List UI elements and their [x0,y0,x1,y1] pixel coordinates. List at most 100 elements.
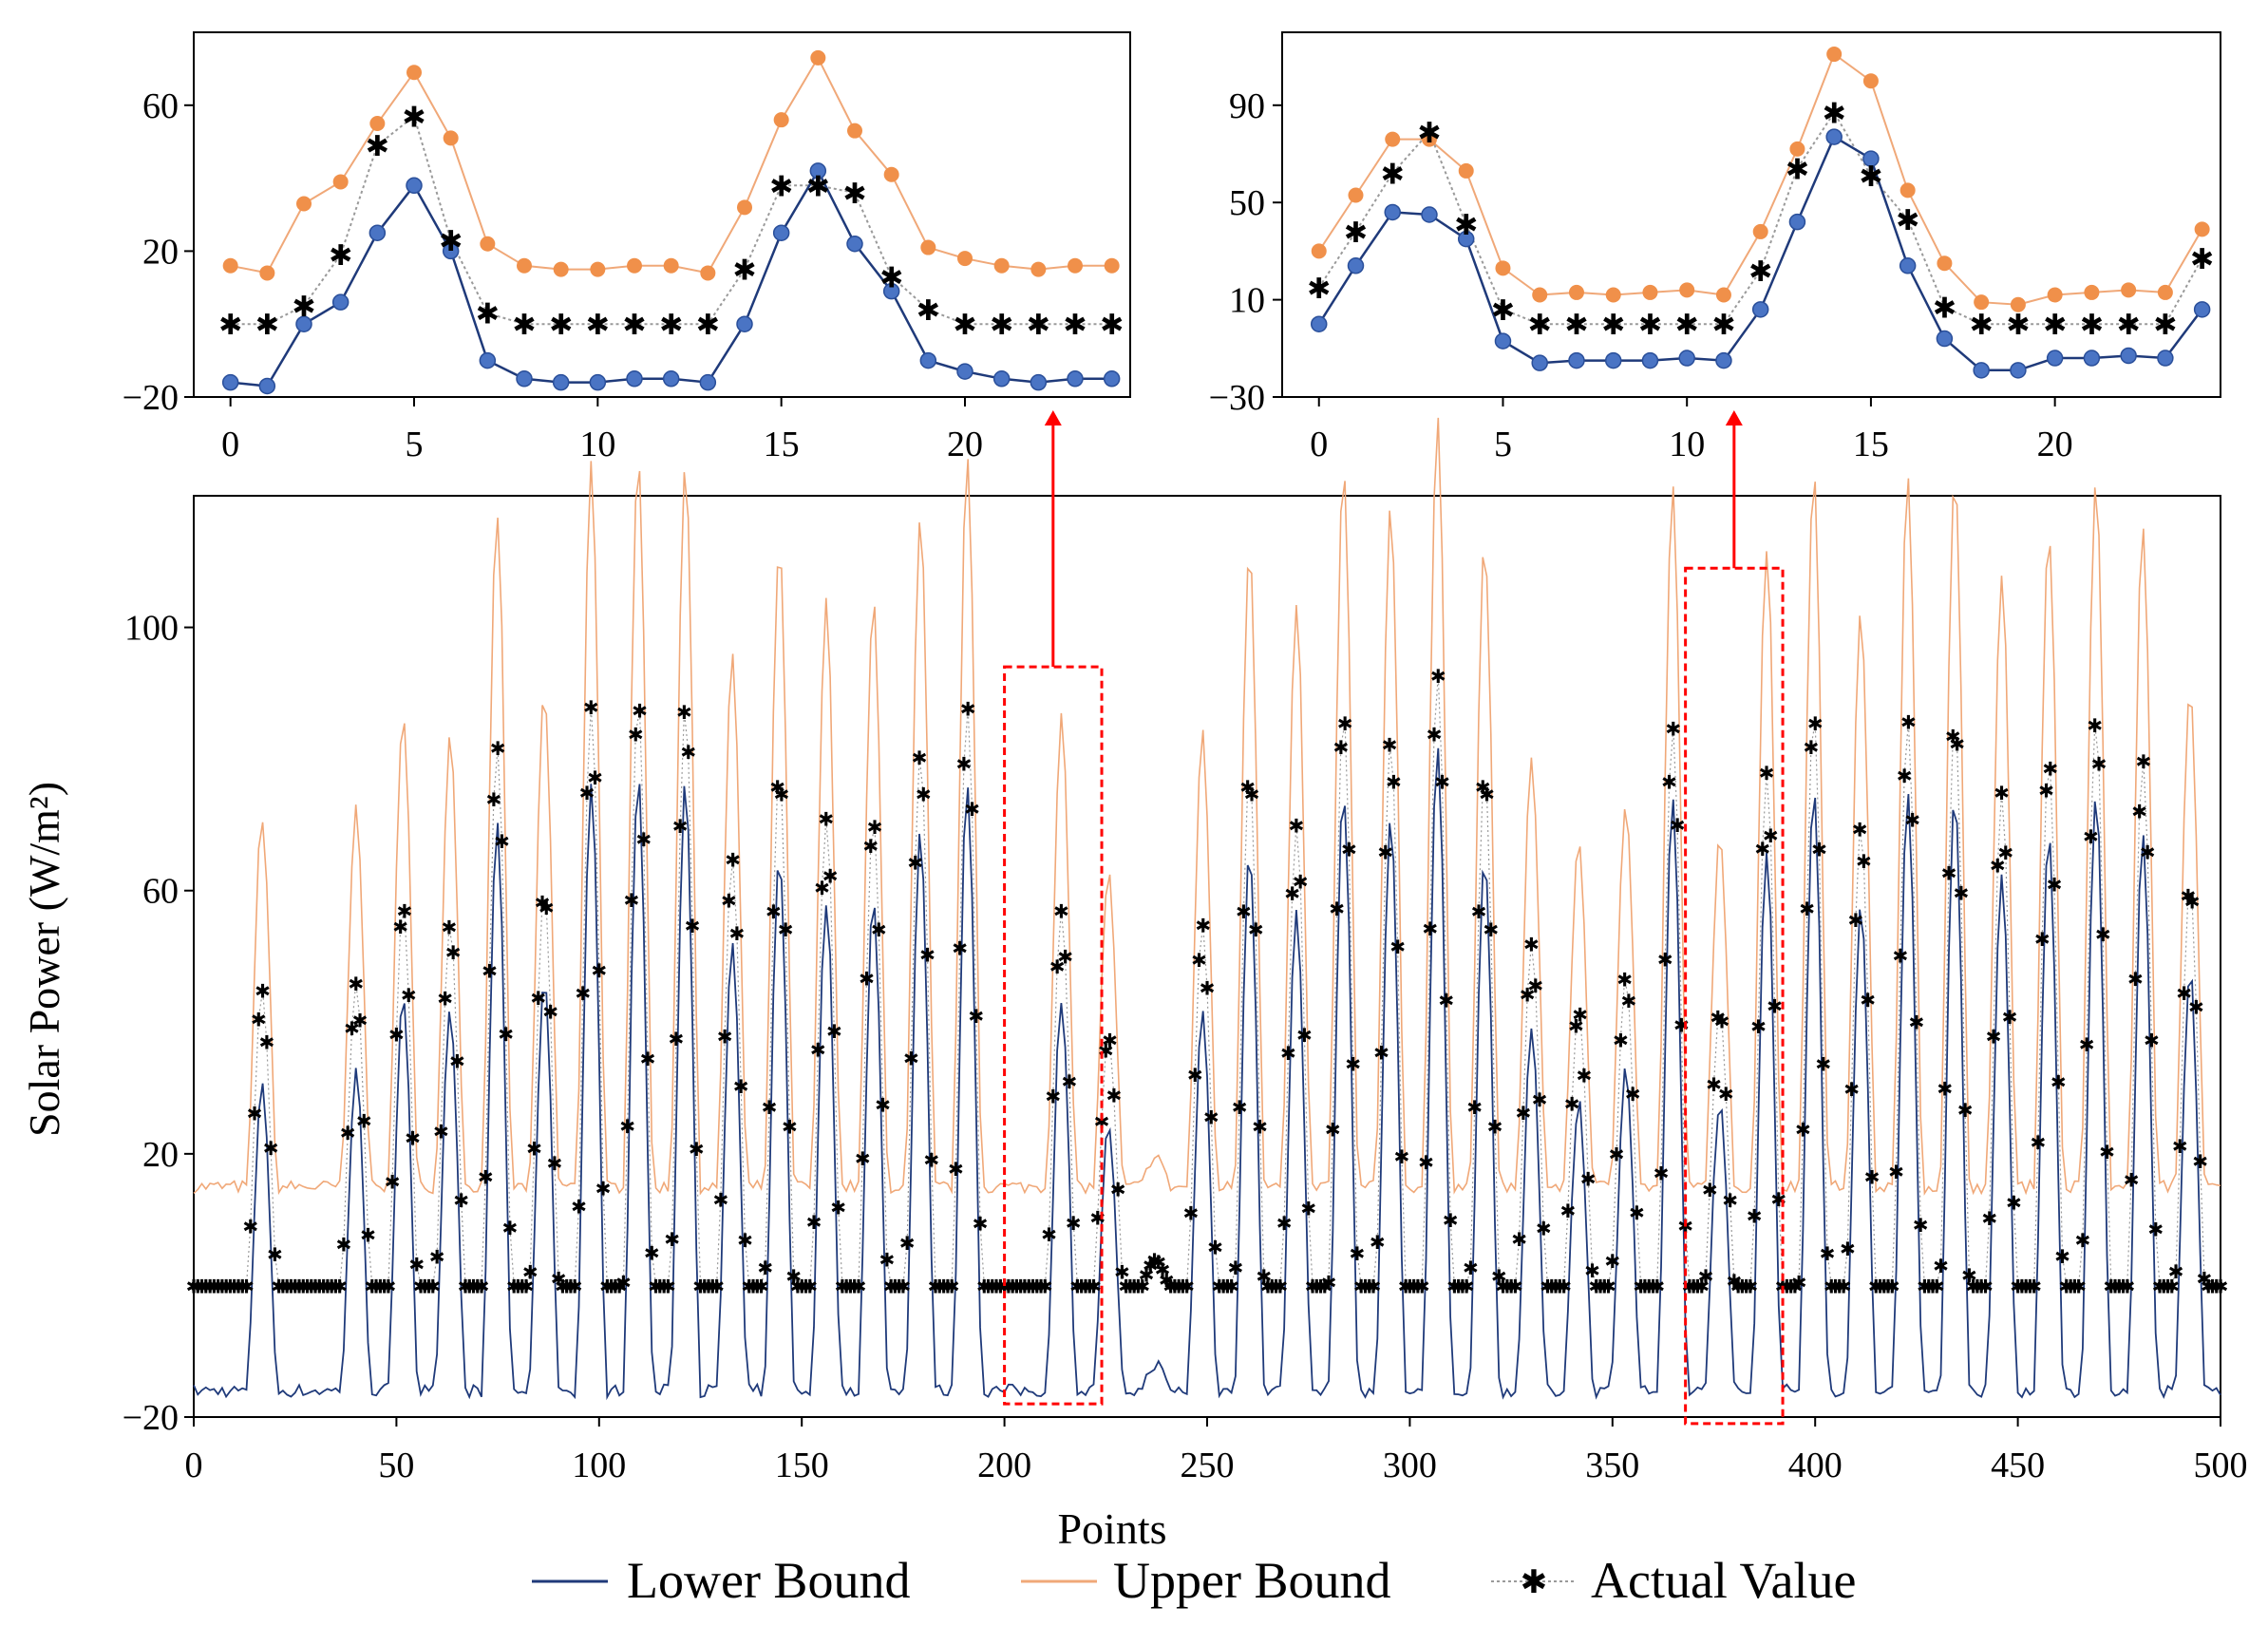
main-actual-point: ✱ [2006,1192,2022,1215]
main-actual-point: ✱ [445,941,462,964]
zoom_left-lower-point [626,370,643,388]
main-actual-point: ✱ [587,766,603,789]
zoom_right-lower-point [1421,206,1438,223]
main-actual-point: ✱ [214,1275,230,1297]
main-actual-point: ✱ [916,784,932,806]
zoom_right-upper-point [1421,131,1437,147]
main-actual-point: ✱ [218,1275,235,1297]
zoom_right-lower-point [2083,350,2101,367]
main-actual-point: ✱ [1588,1275,1604,1297]
main-actual-point: ✱ [2002,1006,2018,1029]
main-actual-point: ✱ [1783,1275,1799,1297]
zoom_right-lower-point [1604,351,1622,369]
main-actual-point: ✱ [1025,1275,1041,1297]
main-actual-point: ✱ [1961,1264,1977,1287]
main-actual-point: ✱ [846,1275,862,1297]
main-actual-point: ✱ [519,1275,535,1297]
main-actual-point: ✱ [794,1275,810,1297]
main-actual-point: ✱ [1414,1275,1430,1297]
main-actual-point: ✱ [1702,1179,1718,1201]
main-actual-point: ✱ [976,1275,992,1297]
main-actual-point: ✱ [1609,1143,1625,1165]
main-actual-point: ✱ [1977,1275,1994,1297]
main-actual-point: ✱ [1146,1249,1162,1272]
main-actual-point: ✱ [226,1275,242,1297]
main-actual-point: ✱ [385,1171,401,1194]
zoom_left-actual-point: ✱ [366,130,389,163]
main-xtick-label: 400 [1788,1446,1843,1485]
main-actual-point: ✱ [1268,1275,1284,1297]
main-actual-point: ✱ [530,987,546,1010]
zoom_left-lower-point [552,373,570,391]
main-actual-point: ✱ [624,889,640,912]
main-actual-point: ✱ [1427,724,1443,747]
main-actual-point: ✱ [1815,1053,1831,1076]
main-actual-point: ✱ [1913,1214,1929,1237]
legend-actual-value-marker: ✱ [1521,1563,1548,1601]
main-actual-point: ✱ [1820,1242,1836,1265]
main-actual-point: ✱ [1795,1119,1811,1142]
main-actual-point: ✱ [287,1275,303,1297]
zoom_right-actual-point: ✱ [1638,309,1662,342]
main-actual-point: ✱ [1179,1275,1195,1297]
main-actual-point: ✱ [247,1102,263,1125]
legend-upper-bound-label: Upper Bound [1113,1552,1390,1609]
main-actual-point: ✱ [1345,1053,1361,1076]
main-actual-point: ✱ [1264,1275,1280,1297]
main-actual-point: ✱ [1406,1275,1422,1297]
main-xtick-label: 450 [1991,1446,2045,1485]
zoom_left-lower-point [809,162,827,180]
main-actual-point: ✱ [879,1248,895,1271]
main-actual-point: ✱ [2111,1275,2127,1297]
main-actual-point: ✱ [741,1275,757,1297]
main-actual-point: ✱ [2013,1275,2030,1297]
main-actual-point: ✱ [855,1147,871,1170]
main-actual-point: ✱ [1316,1275,1332,1297]
main-actual-point: ✱ [1276,1212,1293,1235]
main-actual-point: ✱ [1155,1258,1171,1281]
main-actual-point: ✱ [1799,898,1815,920]
main-actual-point: ✱ [510,1275,526,1297]
main-actual-point: ✱ [701,1275,717,1297]
main-actual-point: ✱ [2213,1275,2229,1297]
main-actual-point: ✱ [749,1275,765,1297]
zoom_left-lower-point [406,177,423,195]
main-actual-point: ✱ [1373,1042,1389,1065]
zoom_right-lower-point [2120,347,2137,365]
zoom_right-actual-point: ✱ [1417,117,1441,150]
main-actual-point: ✱ [1949,733,1965,756]
zoom_right-actual-point: ✱ [1933,292,1956,325]
zoom_left-upper-point [259,265,275,281]
zoom_left-upper-point [406,65,422,81]
main-actual-point: ✱ [1868,1275,1884,1297]
main-actual-point: ✱ [1897,765,1913,787]
main-actual-point: ✱ [932,1275,948,1297]
main-actual-point: ✱ [299,1275,315,1297]
main-actual-point: ✱ [1824,1275,1840,1297]
main-actual-point: ✱ [1239,776,1256,799]
main-actual-point: ✱ [2054,1245,2070,1268]
main-actual-point: ✱ [1670,814,1686,837]
main-actual-point: ✱ [1207,1236,1223,1258]
main-actual-point: ✱ [753,1275,769,1297]
zoom_left-actual-point: ✱ [990,309,1013,342]
zoom_left-lower-point [479,351,497,369]
main-xtick-label: 200 [977,1446,1031,1485]
main-xtick-label: 50 [378,1446,414,1485]
main-actual-point: ✱ [2180,885,2196,908]
main-actual-point: ✱ [1200,976,1216,999]
main-actual-point: ✱ [2010,1275,2026,1297]
main-actual-point: ✱ [469,1275,485,1297]
main-actual-point: ✱ [2208,1275,2224,1297]
zoom_left-upper-point [222,257,238,274]
main-actual-point: ✱ [871,918,887,941]
main-actual-point: ✱ [1029,1275,1045,1297]
main-actual-point: ✱ [1860,989,1876,1012]
main-actual-point: ✱ [433,1121,449,1144]
main-actual-point: ✱ [1929,1275,1945,1297]
zoom_right-actual-point: ✱ [1970,309,1994,342]
zoom_left-lower-point [1030,373,1048,391]
zoom_left-actual-point: ✱ [218,309,242,342]
main-actual-point: ✱ [235,1275,251,1297]
main-actual-point: ✱ [1686,1275,1702,1297]
